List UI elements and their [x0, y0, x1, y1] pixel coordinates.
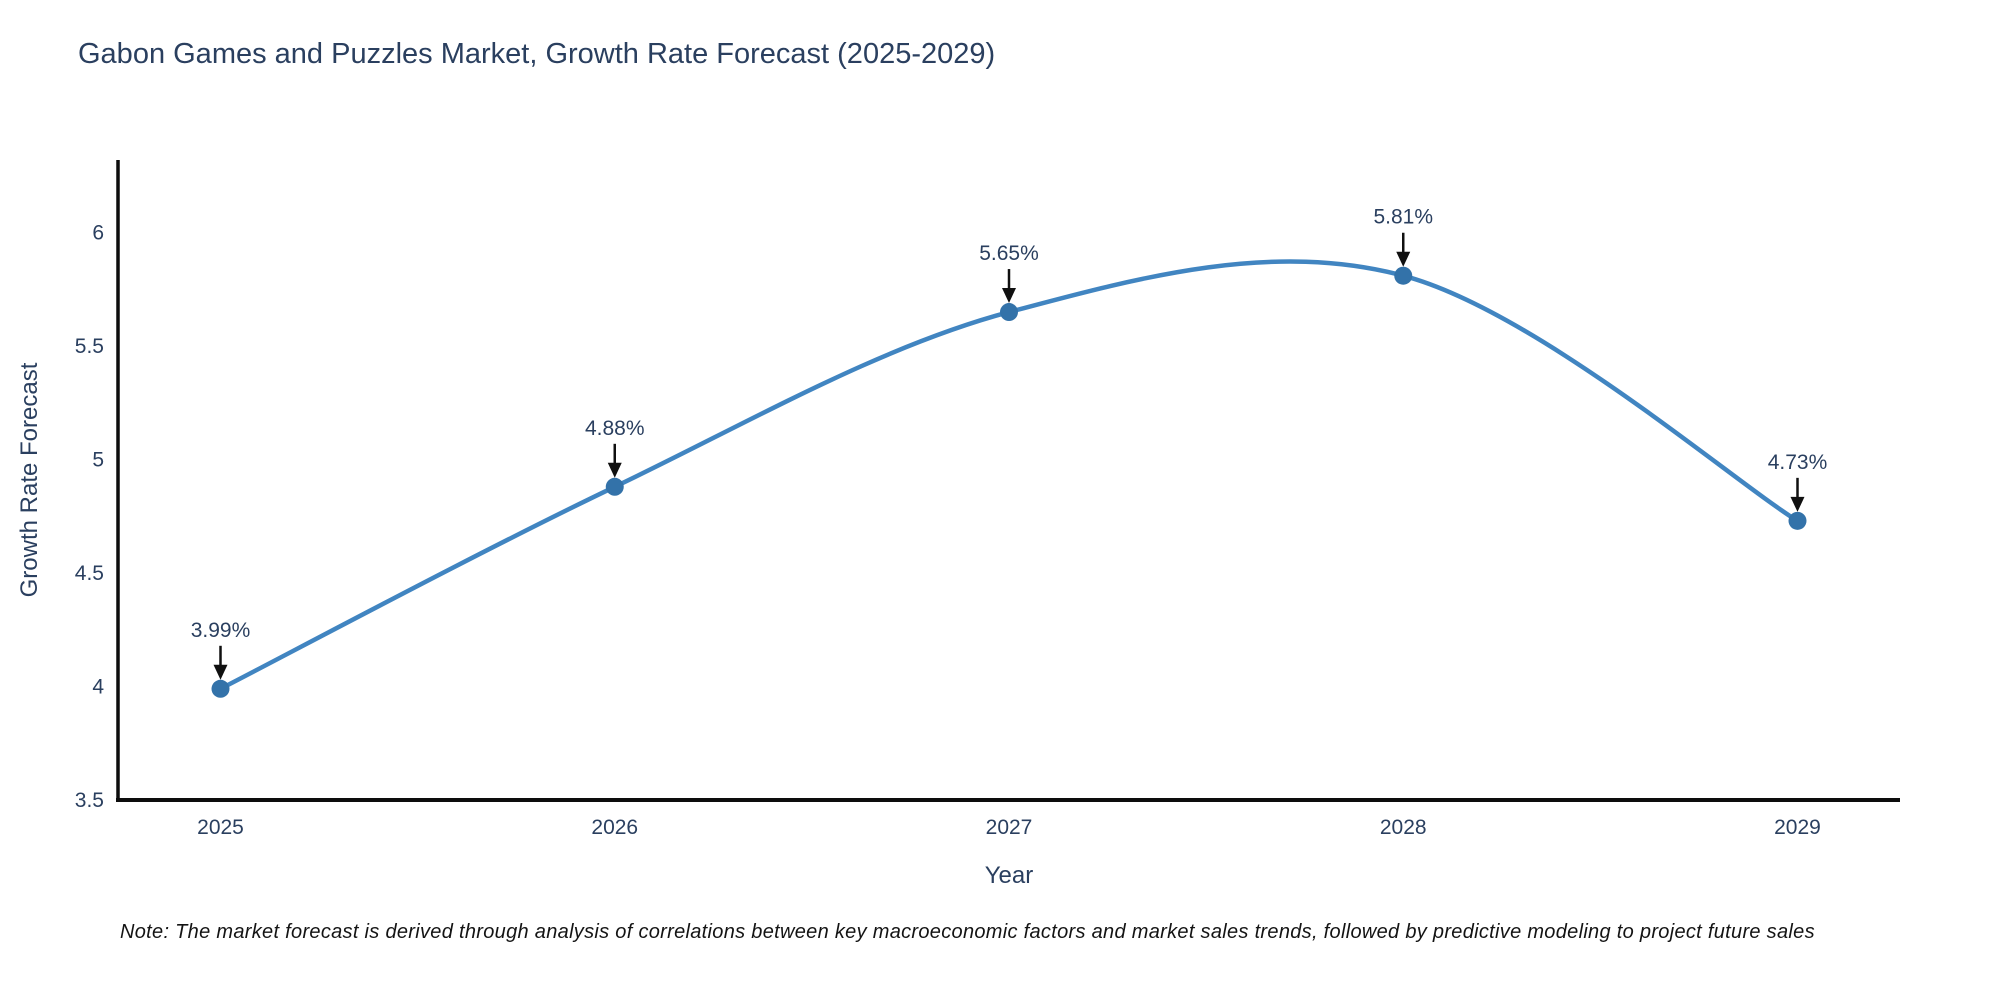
data-point-label: 4.88%: [585, 417, 645, 440]
y-tick-label: 6: [92, 222, 104, 245]
x-tick-label: 2028: [1380, 816, 1427, 839]
data-point-marker[interactable]: [605, 477, 624, 496]
y-tick-label: 4: [92, 676, 104, 699]
y-tick-label: 5.5: [75, 335, 104, 358]
x-tick-label: 2026: [591, 816, 638, 839]
x-tick-label: 2029: [1774, 816, 1821, 839]
data-point-label: 4.73%: [1768, 451, 1828, 474]
annotation-arrow-head: [1790, 496, 1805, 512]
annotation-arrow-head: [213, 664, 228, 680]
data-point-marker[interactable]: [1394, 266, 1413, 285]
data-point-label: 5.65%: [979, 242, 1039, 265]
x-axis-title: Year: [984, 862, 1034, 889]
chart-title: Gabon Games and Puzzles Market, Growth R…: [78, 38, 996, 70]
data-point-label: 3.99%: [191, 619, 251, 642]
data-point-marker[interactable]: [1788, 511, 1807, 530]
y-tick-label: 4.5: [75, 562, 104, 585]
data-point-label: 5.81%: [1373, 206, 1433, 229]
x-tick-label: 2025: [197, 816, 244, 839]
chart-footnote: Note: The market forecast is derived thr…: [120, 921, 1815, 943]
annotation-arrow-head: [1002, 288, 1016, 304]
data-point-marker[interactable]: [1000, 303, 1018, 322]
x-tick-label: 2027: [986, 816, 1033, 839]
y-tick-label: 3.5: [75, 789, 104, 812]
forecast-line: [218, 259, 1800, 692]
data-point-marker[interactable]: [211, 679, 230, 698]
annotation-arrow-head: [607, 462, 622, 478]
y-tick-label: 5: [92, 449, 104, 472]
annotation-arrow-head: [1396, 251, 1411, 267]
